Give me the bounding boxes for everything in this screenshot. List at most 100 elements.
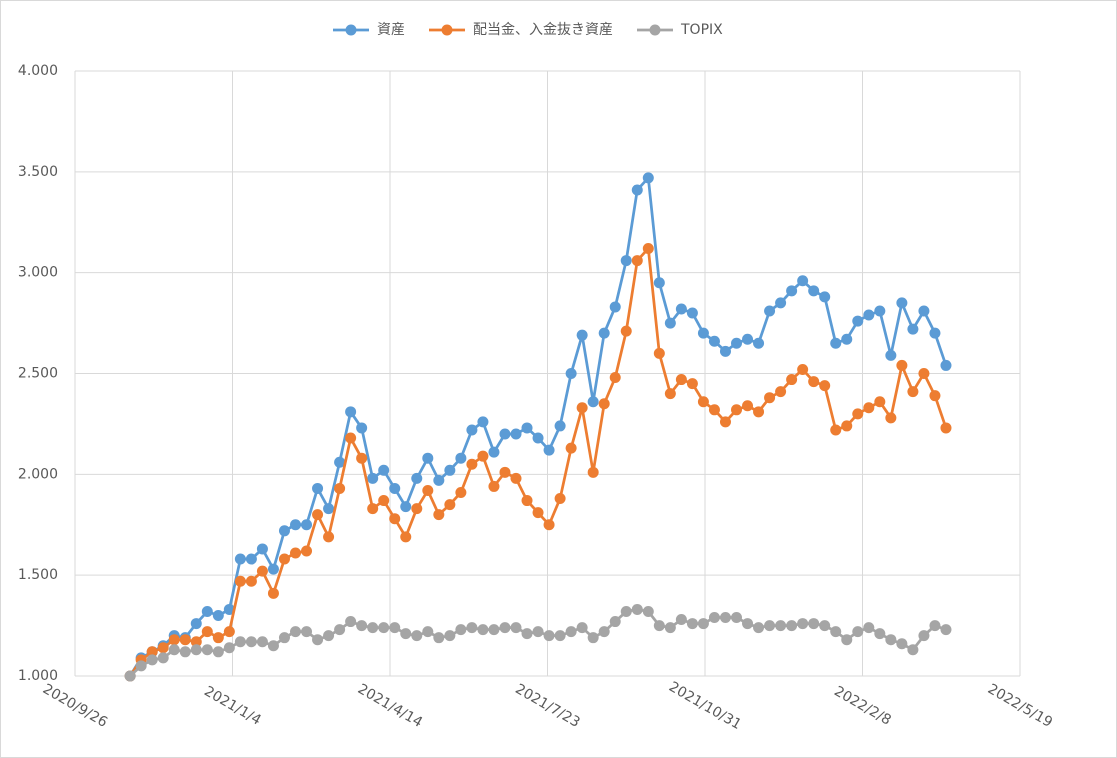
marker [455,624,467,636]
marker [521,422,533,434]
marker [642,242,654,254]
marker [367,472,379,484]
marker [532,626,544,638]
marker [267,587,279,599]
marker [312,482,324,494]
marker [466,424,478,436]
marker [554,493,566,505]
y-tick-label: 2.000 [18,466,58,482]
marker [830,626,842,638]
marker [345,616,357,628]
marker [422,626,434,638]
marker [742,333,754,345]
marker [764,620,776,632]
marker [686,307,698,319]
marker [852,315,864,327]
marker [378,464,390,476]
marker [444,464,456,476]
marker [157,642,169,654]
marker [863,402,875,414]
marker [554,630,566,642]
marker [686,618,698,630]
y-tick-label: 3.000 [18,265,58,281]
marker [731,404,742,416]
marker [389,513,401,525]
marker [190,644,202,656]
marker [367,503,379,515]
marker [532,507,544,519]
marker [411,630,423,642]
marker [675,303,687,315]
marker [444,499,456,511]
marker [543,444,555,456]
marker [245,575,257,587]
marker [863,622,875,634]
marker [907,386,919,398]
marker [433,474,445,486]
marker [664,317,676,329]
marker [742,618,754,630]
marker [620,255,632,267]
marker [433,632,445,644]
marker [609,372,621,384]
marker [510,472,522,484]
marker [400,501,412,513]
marker [885,349,897,361]
marker [323,630,335,642]
marker [168,634,180,646]
marker [907,644,919,656]
marker [146,654,158,666]
marker [278,525,290,537]
marker [775,386,787,398]
marker [874,396,886,408]
marker [819,620,831,632]
marker [653,277,665,289]
marker [731,337,742,349]
marker [290,519,301,531]
marker [808,285,820,297]
marker [874,305,886,317]
marker [477,450,489,462]
marker [620,325,632,337]
marker [212,632,224,644]
marker [389,482,401,494]
marker [411,472,423,484]
series [124,603,952,682]
marker [124,670,136,682]
marker [334,482,346,494]
marker [510,622,522,634]
marker [312,634,324,646]
marker [918,305,930,317]
marker [400,531,412,543]
marker [753,622,765,634]
marker [488,480,500,492]
marker [245,553,257,565]
marker [301,626,313,638]
y-tick-label: 3.500 [18,164,58,180]
marker [686,378,698,390]
marker [631,255,643,267]
marker [929,390,941,402]
marker [609,301,621,313]
marker [697,327,709,339]
marker [786,374,798,386]
marker [312,509,324,521]
marker [444,630,456,642]
marker [830,337,842,349]
marker [477,624,489,636]
marker [929,327,941,339]
marker [841,333,853,345]
marker [675,374,687,386]
marker [422,452,434,464]
marker [697,396,709,408]
marker [323,503,335,515]
marker [323,531,335,543]
marker [532,432,544,444]
marker [874,628,886,640]
marker [653,347,665,359]
marker [576,329,588,341]
marker [278,553,290,565]
marker [587,396,599,408]
marker [223,626,235,638]
